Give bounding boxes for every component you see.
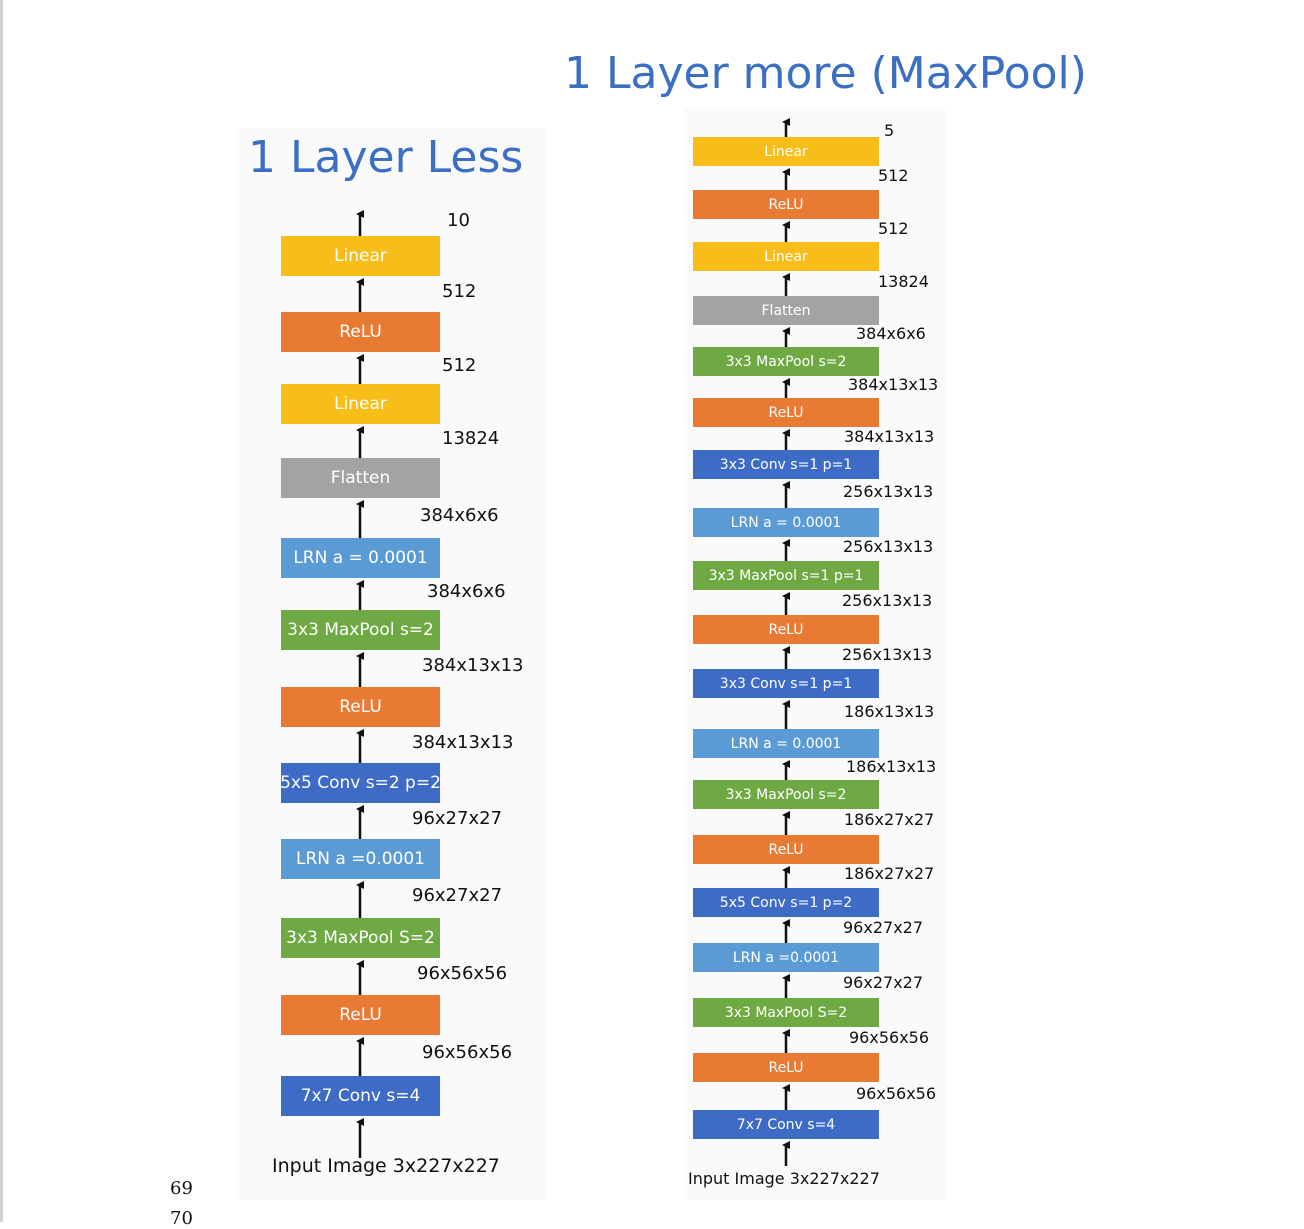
right-shape-label: 96x27x27 [843, 918, 924, 937]
right-shape-label: 186x27x27 [844, 864, 935, 883]
page-number-69: 69 [170, 1178, 193, 1199]
right-block-maxpool: 3x3 MaxPool S=2 [693, 998, 879, 1027]
left-shape-label: 96x56x56 [422, 1042, 513, 1063]
right-shape-label: 96x56x56 [856, 1084, 937, 1103]
right-shape-label: 256x13x13 [842, 590, 933, 610]
right-shape-label: 186x13x13 [846, 757, 937, 776]
left-block-conv: 7x7 Conv s=4 [281, 1076, 440, 1116]
right-block-linear: Linear [693, 137, 879, 166]
left-block-linear: Linear [281, 236, 440, 276]
right-shape-label: 384x13x13 [848, 375, 939, 394]
right-block-relu: ReLU [693, 190, 879, 219]
right-shape-label: 186x13x13 [844, 701, 935, 721]
right-block-linear: Linear [693, 242, 879, 271]
right-shape-label: 256x13x13 [843, 481, 934, 501]
left-block-linear: Linear [281, 384, 440, 424]
right-block-conv: 3x3 Conv s=1 p=1 [693, 669, 879, 698]
left-shape-label: 96x27x27 [412, 885, 503, 906]
left-shape-label: 96x56x56 [417, 963, 508, 984]
right-shape-label: 186x27x27 [844, 810, 935, 829]
right-block-lrn: LRN a = 0.0001 [693, 729, 879, 758]
page-number-70: 70 [170, 1208, 193, 1229]
right-block-flatten: Flatten [693, 296, 879, 325]
left-shape-label: 384x6x6 [427, 580, 506, 602]
right-shape-label: 512 [878, 218, 909, 238]
right-block-maxpool: 3x3 MaxPool s=2 [693, 347, 879, 376]
right-output-label: 5 [884, 121, 895, 140]
left-block-conv: 5x5 Conv s=2 p=2 [280, 763, 441, 803]
left-block-lrn: LRN a =0.0001 [281, 839, 440, 879]
right-block-conv: 5x5 Conv s=1 p=2 [693, 888, 879, 917]
left-shape-label: 384x6x6 [420, 504, 499, 526]
right-shape-label: 384x6x6 [856, 324, 926, 343]
left-block-lrn: LRN a = 0.0001 [281, 538, 440, 578]
right-block-lrn: LRN a =0.0001 [693, 943, 879, 972]
left-block-flatten: Flatten [281, 458, 440, 498]
left-input-label: Input Image 3x227x227 [272, 1155, 500, 1177]
right-block-relu: ReLU [693, 835, 879, 864]
left-block-relu: ReLU [281, 995, 440, 1035]
left-shape-label: 512 [442, 280, 477, 302]
page-edge [0, 0, 3, 1222]
right-block-lrn: LRN a = 0.0001 [693, 508, 879, 537]
left-title: 1 Layer Less [248, 132, 524, 183]
right-block-conv: 7x7 Conv s=4 [693, 1110, 879, 1139]
right-shape-label: 512 [878, 166, 909, 185]
left-shape-label: 384x13x13 [422, 655, 524, 676]
left-output-label: 10 [447, 210, 470, 231]
left-block-maxpool: 3x3 MaxPool S=2 [281, 918, 440, 958]
right-block-maxpool: 3x3 MaxPool s=1 p=1 [693, 561, 879, 590]
left-shape-label: 13824 [442, 427, 500, 449]
left-block-relu: ReLU [281, 312, 440, 352]
right-block-relu: ReLU [693, 615, 879, 644]
right-shape-label: 256x13x13 [843, 537, 934, 556]
right-block-conv: 3x3 Conv s=1 p=1 [693, 450, 879, 479]
right-shape-label: 96x56x56 [849, 1028, 930, 1047]
left-shape-label: 384x13x13 [412, 731, 514, 753]
right-shape-label: 384x13x13 [844, 426, 935, 446]
right-title: 1 Layer more (MaxPool) [564, 48, 1087, 99]
right-shape-label: 13824 [878, 271, 929, 291]
left-block-relu: ReLU [281, 687, 440, 727]
right-block-relu: ReLU [693, 1053, 879, 1082]
right-input-label: Input Image 3x227x227 [688, 1169, 880, 1188]
right-block-maxpool: 3x3 MaxPool s=2 [693, 780, 879, 809]
left-shape-label: 512 [442, 354, 477, 376]
left-shape-label: 96x27x27 [412, 807, 503, 829]
right-shape-label: 256x13x13 [842, 644, 933, 664]
right-block-relu: ReLU [693, 398, 879, 427]
left-block-maxpool: 3x3 MaxPool s=2 [281, 610, 440, 650]
right-shape-label: 96x27x27 [843, 973, 924, 992]
